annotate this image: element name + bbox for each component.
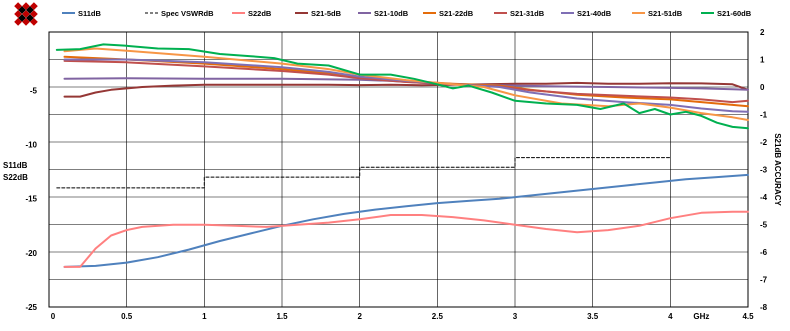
series-layer: [55, 43, 749, 268]
legend-label: S11dB: [78, 9, 102, 18]
y-right-axis-label: S21dB ACCURACY: [773, 133, 782, 206]
legend-label: S21-51dB: [648, 9, 683, 18]
y-left-tick-label: -5: [30, 86, 38, 95]
x-axis-label: GHz: [693, 312, 709, 321]
grid: [48, 31, 749, 308]
logo-tile: [14, 18, 22, 26]
y-left-axis-label: S11dB: [3, 161, 28, 170]
legend-item-s21-22db: S21-22dB: [423, 9, 474, 18]
series-line-s21-60db: [55, 43, 749, 130]
logo-tile: [22, 10, 30, 18]
legend-item-s21-60db: S21-60dB: [701, 9, 752, 18]
y-right-tick-label: -4: [760, 193, 768, 202]
y-right-tick-label: 2: [760, 28, 765, 37]
x-tick-label: 2.5: [432, 312, 444, 321]
y-right-tick-label: -1: [760, 111, 768, 120]
logo-tile: [14, 10, 22, 18]
legend-label: S21-31dB: [510, 9, 545, 18]
x-tick-label: 4.5: [742, 312, 754, 321]
legend-label: S21-40dB: [577, 9, 612, 18]
legend-item-s21-31db: S21-31dB: [494, 9, 545, 18]
series-line-spec-vswrdb: [56, 157, 671, 189]
x-tick-label: 3: [513, 312, 518, 321]
series-line-s21-5db: [63, 81, 749, 98]
legend-item-s21-5db: S21-5dB: [295, 9, 342, 18]
y-right-tick-label: -8: [760, 303, 768, 312]
x-tick-label: 0.5: [121, 312, 133, 321]
y-right-tick-label: 1: [760, 56, 765, 65]
y-left-tick-label: -15: [25, 195, 37, 204]
x-tick-label: 4: [668, 312, 673, 321]
y-right-tick-label: -7: [760, 276, 768, 285]
y-left-tick-label: -10: [25, 141, 37, 150]
legend-label: S21-60dB: [717, 9, 752, 18]
y-right-tick-label: -5: [760, 221, 768, 230]
logo-tile: [30, 18, 38, 26]
legend-item-spec-vswrdb: Spec VSWRdB: [145, 9, 214, 18]
legend: S11dB Spec VSWRdB S22dB S21-5dB S21-10dB S21-…: [62, 9, 752, 18]
x-tick-label: 3.5: [587, 312, 599, 321]
y-left-axis-label: S22dB: [3, 173, 28, 182]
series-line-s11db: [63, 173, 749, 268]
series-line-s22db: [63, 210, 749, 268]
logo-tile: [22, 18, 30, 26]
y-right-tick-label: -2: [760, 138, 768, 147]
legend-label: Spec VSWRdB: [161, 9, 214, 18]
legend-item-s11db: S11dB: [62, 9, 102, 18]
axis-labels: GHz S11dB S22dB S21dB ACCURACY: [3, 133, 782, 321]
x-tick-label: 2: [357, 312, 362, 321]
y-right-tick-label: -6: [760, 248, 768, 257]
x-tick-label: 1.5: [276, 312, 288, 321]
y-right-tick-label: 0: [760, 83, 765, 92]
legend-label: S21-5dB: [311, 9, 342, 18]
y-left-tick-label: -25: [25, 303, 37, 312]
tick-labels: 2 1 0 -1 -2 -3 -4 -5 -6 -7 -8 0 0.5 1 1.5 2 2.5 3 3.5 4 4.5 -…: [25, 28, 767, 321]
y-left-tick-label: -20: [25, 249, 37, 258]
legend-item-s22db: S22dB: [232, 9, 272, 18]
legend-label: S21-22dB: [439, 9, 474, 18]
legend-item-s21-51db: S21-51dB: [632, 9, 683, 18]
legend-label: S21-10dB: [374, 9, 409, 18]
x-tick-label: 1: [202, 312, 207, 321]
legend-label: S22dB: [248, 9, 272, 18]
x-tick-label: 0: [51, 312, 56, 321]
legend-item-s21-10db: S21-10dB: [358, 9, 409, 18]
company-logo: [14, 2, 38, 26]
legend-item-s21-40db: S21-40dB: [561, 9, 612, 18]
y-right-tick-label: -3: [760, 166, 768, 175]
